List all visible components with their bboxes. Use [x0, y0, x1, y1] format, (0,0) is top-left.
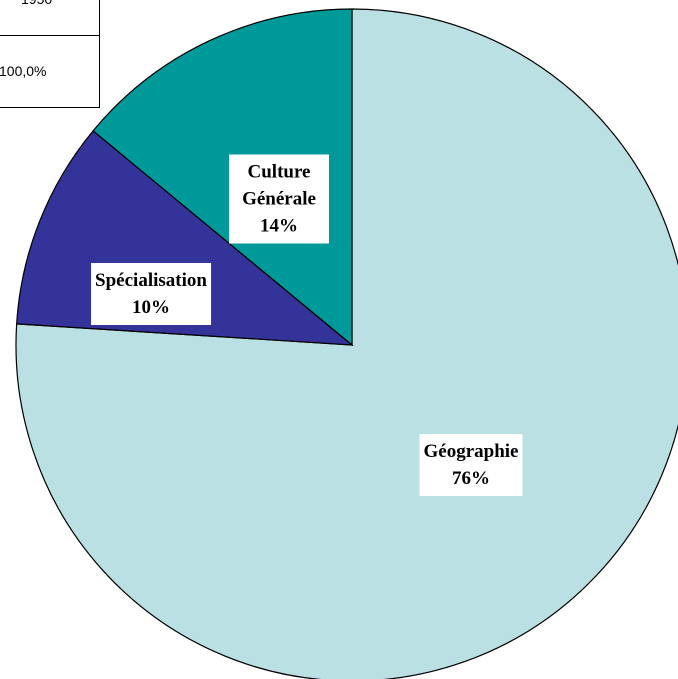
label-value: 76% — [452, 468, 490, 489]
data-label: Géographie 76% — [419, 434, 523, 496]
pie-slice — [92, 8, 353, 347]
data-label: Culture Générale 14% — [229, 154, 329, 244]
pie-slice — [15, 8, 678, 679]
label-value: 14% — [260, 215, 298, 237]
label-value: 10% — [132, 297, 170, 318]
label-name: Spécialisation — [95, 270, 207, 291]
table-cell: 100,0% — [0, 63, 47, 79]
table-cell: 1950 — [21, 0, 52, 7]
row-divider — [0, 35, 99, 36]
data-label: Spécialisation 10% — [91, 263, 211, 325]
table: 1950 100,0% — [0, 0, 100, 108]
label-name: Culture Générale — [242, 161, 316, 210]
label-name: Géographie — [423, 441, 519, 462]
